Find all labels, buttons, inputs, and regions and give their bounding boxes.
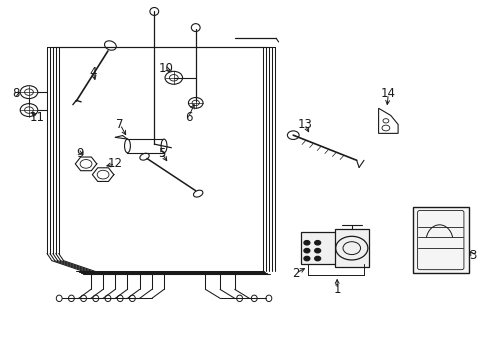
Text: 12: 12 [107, 157, 122, 170]
Circle shape [314, 256, 320, 261]
Text: 14: 14 [380, 87, 395, 100]
Text: 11: 11 [30, 111, 45, 124]
Ellipse shape [161, 139, 166, 153]
Circle shape [314, 240, 320, 245]
Text: 4: 4 [89, 66, 97, 79]
Text: 3: 3 [468, 249, 475, 262]
Text: 6: 6 [184, 111, 192, 124]
Bar [334, 229, 368, 267]
Text: 10: 10 [159, 62, 174, 75]
Bar [300, 232, 336, 264]
Text: 8: 8 [13, 87, 20, 100]
Circle shape [314, 248, 320, 253]
Circle shape [304, 240, 309, 245]
Text: 7: 7 [116, 118, 123, 131]
Circle shape [304, 256, 309, 261]
Text: 1: 1 [333, 283, 340, 296]
Text: 2: 2 [291, 267, 299, 280]
Text: 9: 9 [76, 147, 84, 159]
Text: 13: 13 [297, 118, 312, 131]
Ellipse shape [124, 139, 130, 153]
Text: 5: 5 [158, 147, 165, 159]
Bar [127, 139, 163, 153]
Circle shape [304, 248, 309, 253]
Bar [412, 207, 468, 273]
